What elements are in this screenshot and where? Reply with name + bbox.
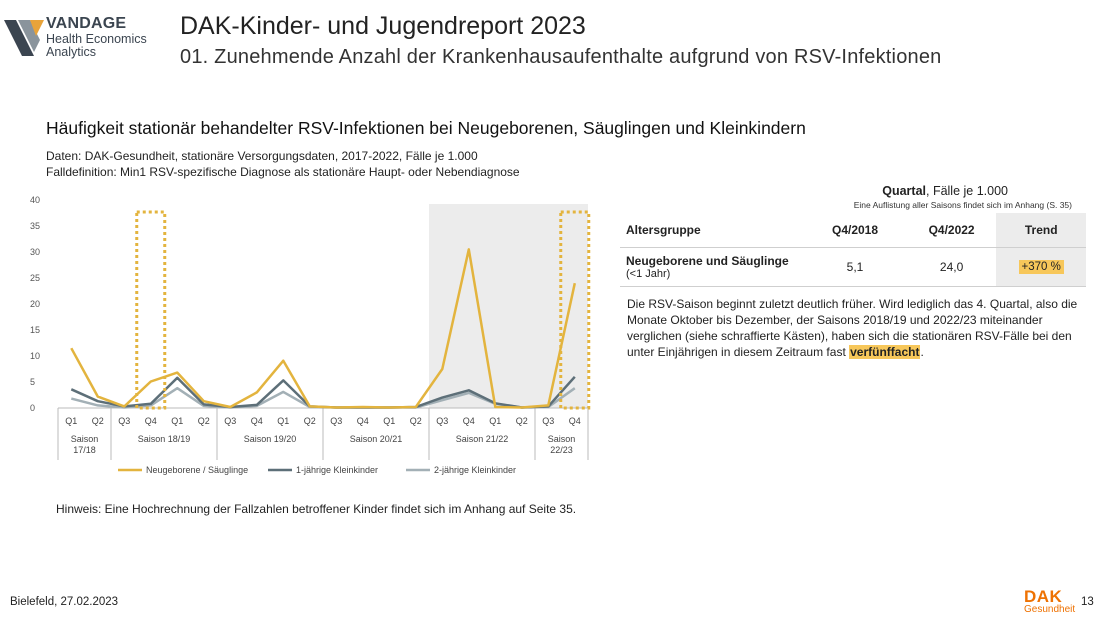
season-label-year: 17/18	[73, 445, 96, 455]
x-tick-label: Q3	[436, 416, 448, 426]
x-tick-label: Q3	[224, 416, 236, 426]
season-label: Saison 19/20	[244, 434, 297, 444]
x-tick-label: Q3	[118, 416, 130, 426]
x-tick-label: Q2	[516, 416, 528, 426]
x-tick-label: Q2	[304, 416, 316, 426]
season-label: Saison 18/19	[138, 434, 191, 444]
x-tick-label: Q2	[198, 416, 210, 426]
data-source: Daten: DAK-Gesundheit, stationäre Versor…	[46, 149, 478, 163]
y-tick-label: 40	[30, 195, 40, 205]
explanation-line1: Die RSV-Saison beginnt zuletzt deutlich …	[627, 297, 1078, 311]
row-group: Neugeborene und Säuglinge	[626, 254, 789, 268]
dak-logo-top: DAK	[1024, 587, 1063, 606]
cell-q4-2022: 24,0	[939, 260, 964, 274]
series-line	[70, 248, 577, 409]
logo-line2: Analytics	[46, 44, 97, 59]
explanation-line3: verglichen (siehe schraffierte Kästen), …	[627, 329, 1072, 343]
hint-text: Hinweis: Eine Hochrechnung der Fallzahle…	[56, 502, 577, 516]
explanation-highlight: verfünffacht	[849, 345, 921, 359]
y-tick-label: 15	[30, 325, 40, 335]
dak-logo-bottom: Gesundheit	[1024, 604, 1076, 615]
quartal-table: Altersgruppe Q4/2018 Q4/2022 Trend Neuge…	[620, 213, 1086, 287]
x-tick-label: Q3	[542, 416, 554, 426]
explanation-line4: unter Einjährigen in diesem Zeitraum fas…	[627, 345, 850, 359]
header-altersgruppe: Altersgruppe	[626, 223, 701, 237]
legend-label: Neugeborene / Säuglinge	[146, 465, 248, 475]
x-tick-label: Q1	[383, 416, 395, 426]
dak-logo: DAK Gesundheit	[1024, 588, 1076, 615]
x-tick-label: Q4	[463, 416, 475, 426]
vandage-logo-mark-icon	[4, 20, 44, 56]
season-label: Saison 21/22	[456, 434, 509, 444]
header-q4-2018: Q4/2018	[831, 223, 879, 237]
y-tick-label: 10	[30, 351, 40, 361]
report-title: DAK-Kinder- und Jugendreport 2023	[180, 12, 586, 40]
page-number: 13	[1081, 596, 1094, 608]
explanation-line4-end: .	[920, 345, 924, 359]
explanation-line2: Monate Oktober bis Dezember, der Saisons…	[627, 313, 1043, 327]
logo-brand: VANDAGE	[46, 15, 127, 32]
report-subtitle: 01. Zunehmende Anzahl der Krankenhausauf…	[180, 46, 942, 68]
x-tick-label: Q3	[330, 416, 342, 426]
x-tick-label: Q4	[251, 416, 263, 426]
quartal-heading-bold: Quartal	[882, 184, 926, 198]
chart-title: Häufigkeit stationär behandelter RSV-Inf…	[46, 118, 806, 138]
x-tick-label: Q4	[569, 416, 581, 426]
y-tick-label: 20	[30, 299, 40, 309]
season-label: Saison 20/21	[350, 434, 403, 444]
x-tick-label: Q4	[357, 416, 369, 426]
legend-label: 2-jährige Kleinkinder	[434, 465, 516, 475]
season-label: Saison	[548, 434, 576, 444]
x-tick-label: Q2	[410, 416, 422, 426]
trend-badge: +370 %	[1018, 260, 1064, 274]
legend-label: 1-jährige Kleinkinder	[296, 465, 378, 475]
cell-q4-2018: 5,1	[846, 260, 864, 274]
x-tick-label: Q1	[171, 416, 183, 426]
q4-highlight-box	[559, 210, 591, 410]
y-tick-label: 25	[30, 273, 40, 283]
y-tick-label: 35	[30, 221, 40, 231]
x-tick-label: Q4	[145, 416, 157, 426]
vandage-logo: VANDAGE Health Economics Analytics	[0, 14, 160, 64]
y-tick-label: 30	[30, 247, 40, 257]
season-label-year: 22/23	[550, 445, 573, 455]
explanation-text: Die RSV-Saison beginnt zuletzt deutlich …	[627, 296, 1097, 360]
x-tick-label: Q1	[65, 416, 77, 426]
y-tick-label: 5	[30, 377, 35, 387]
header-trend: Trend	[996, 213, 1086, 247]
x-tick-label: Q1	[277, 416, 289, 426]
case-definition: Falldefinition: Min1 RSV-spezifische Dia…	[46, 165, 520, 179]
x-tick-label: Q1	[489, 416, 501, 426]
y-tick-label: 0	[30, 403, 35, 413]
row-group-sub: (<1 Jahr)	[626, 268, 671, 280]
season-label: Saison	[71, 434, 99, 444]
quartal-heading-rest: , Fälle je 1.000	[926, 184, 1008, 198]
x-tick-label: Q2	[92, 416, 104, 426]
q4-highlight-box	[135, 210, 167, 410]
footer-location-date: Bielefeld, 27.02.2023	[10, 596, 119, 608]
quartal-heading: Quartal, Fälle je 1.000	[620, 184, 1008, 198]
logo-line1: Health Economics	[46, 31, 147, 46]
quartal-note: Eine Auflistung aller Saisons findet sic…	[853, 200, 1072, 210]
rsv-line-chart: 0 5 10 15 20 25 30 35 40 Q1 Q2 Q3 Q4 Q1 Q2 Q3 Q4 Q1 Q2 Q3 Q4…	[30, 195, 591, 475]
header-q4-2022: Q4/2022	[928, 223, 975, 237]
shaded-region	[429, 204, 588, 408]
